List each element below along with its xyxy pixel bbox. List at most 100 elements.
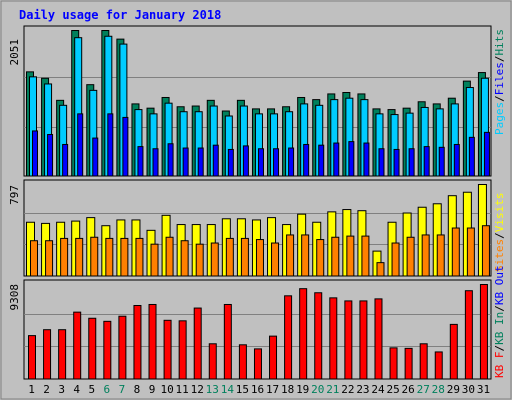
bar-pages <box>273 148 280 177</box>
x-tick-label: 23 <box>356 383 369 396</box>
x-tick-label: 8 <box>134 383 141 396</box>
bar-sites <box>316 239 325 277</box>
legend-sep: / <box>493 232 506 239</box>
bar-kbytes <box>389 347 398 380</box>
bar-sites <box>120 237 129 277</box>
x-tick-label: 6 <box>104 383 111 396</box>
bar-pages <box>167 143 174 177</box>
legend-panel2: Sites/Visits <box>493 193 506 273</box>
bar-pages <box>77 113 84 177</box>
bar-kbytes <box>374 298 383 380</box>
legend-panel3: KB F/KB In/KB Out <box>493 265 506 378</box>
bar-sites <box>240 237 249 277</box>
x-tick-label: 7 <box>119 383 126 396</box>
bar-sites <box>301 234 310 277</box>
x-tick-label: 16 <box>251 383 264 396</box>
bar-pages <box>423 146 430 177</box>
bar-sites <box>436 234 445 277</box>
bar-kbytes <box>479 284 488 380</box>
bar-kbytes <box>464 290 473 380</box>
bar-pages <box>393 148 400 177</box>
bar-sites <box>255 239 264 277</box>
x-tick-label: 13 <box>206 383 219 396</box>
x-tick-label: 11 <box>176 383 189 396</box>
bar-kbytes <box>419 343 428 380</box>
bar-pages <box>227 148 234 177</box>
bar-sites <box>135 237 144 277</box>
bar-pages <box>212 144 219 177</box>
panel3-ymax-label: 9308 <box>8 284 21 311</box>
x-tick-label: 26 <box>402 383 415 396</box>
x-tick-label: 3 <box>58 383 65 396</box>
bar-pages <box>363 142 370 177</box>
bar-pages <box>197 147 204 177</box>
bar-sites <box>60 237 69 277</box>
bar-sites <box>165 236 174 277</box>
x-tick-label: 5 <box>88 383 95 396</box>
bar-kbytes <box>133 305 142 380</box>
panel-1 <box>23 25 492 177</box>
bar-pages <box>468 136 475 177</box>
bar-pages <box>348 141 355 177</box>
x-tick-label: 10 <box>160 383 173 396</box>
bar-kbytes <box>28 335 36 380</box>
bar-pages <box>318 144 325 177</box>
bar-pages <box>152 148 159 177</box>
x-tick-label: 18 <box>281 383 294 396</box>
bar-pages <box>122 116 129 177</box>
bar-pages <box>257 148 264 177</box>
x-tick-label: 1 <box>28 383 35 396</box>
panel-3 <box>23 279 492 380</box>
bar-kbytes <box>43 329 52 380</box>
x-tick-label: 4 <box>73 383 80 396</box>
panel1-ymax-label: 2051 <box>8 39 21 66</box>
bar-pages <box>438 146 445 177</box>
x-tick-label: 25 <box>386 383 399 396</box>
legend-panel1: Pages/Files/Hits <box>493 29 506 135</box>
panel2-ymax-label: 797 <box>8 185 21 205</box>
bar-pages <box>62 143 69 177</box>
x-tick-label: 22 <box>341 383 354 396</box>
bar-sites <box>75 237 84 277</box>
x-tick-label: 12 <box>191 383 204 396</box>
bar-sites <box>105 237 114 277</box>
bar-kbytes <box>449 323 458 380</box>
bar-kbytes <box>208 343 217 380</box>
legend-visits: Visits <box>493 193 506 233</box>
bar-kbytes <box>238 344 247 380</box>
x-tick-label: 15 <box>236 383 249 396</box>
chart-panels <box>23 25 492 380</box>
bar-sites <box>45 240 54 277</box>
x-tick-label: 2 <box>43 383 50 396</box>
legend-sep: / <box>493 345 506 352</box>
x-tick-label: 29 <box>447 383 460 396</box>
panel-2 <box>23 179 492 277</box>
bar-kbytes <box>58 329 67 380</box>
bar-sites <box>421 234 430 277</box>
bar-pages <box>242 145 249 177</box>
legend-files: Files <box>493 62 506 95</box>
legend-pages: Pages <box>493 102 506 135</box>
x-tick-label: 27 <box>417 383 430 396</box>
bar-sites <box>180 240 189 277</box>
bar-pages <box>32 130 38 177</box>
bar-sites <box>346 235 355 277</box>
bar-kbytes <box>404 347 413 380</box>
legend-kb-in: KB In <box>493 312 506 345</box>
bar-kbytes <box>329 297 338 380</box>
bar-kbytes <box>434 351 443 380</box>
bar-pages <box>378 148 385 177</box>
x-tick-label: 24 <box>371 383 385 396</box>
bar-pages <box>453 143 460 177</box>
x-tick-label: 30 <box>462 383 475 396</box>
legend-kb-out: KB Out <box>493 265 506 305</box>
bar-kbytes <box>253 348 262 380</box>
legend-hits: Hits <box>493 29 506 56</box>
x-tick-label: 20 <box>311 383 324 396</box>
bar-pages <box>408 148 415 177</box>
bar-kbytes <box>284 295 293 380</box>
bar-sites <box>150 243 159 277</box>
chart-title: Daily usage for January 2018 <box>19 8 221 22</box>
x-tick-label: 17 <box>266 383 279 396</box>
